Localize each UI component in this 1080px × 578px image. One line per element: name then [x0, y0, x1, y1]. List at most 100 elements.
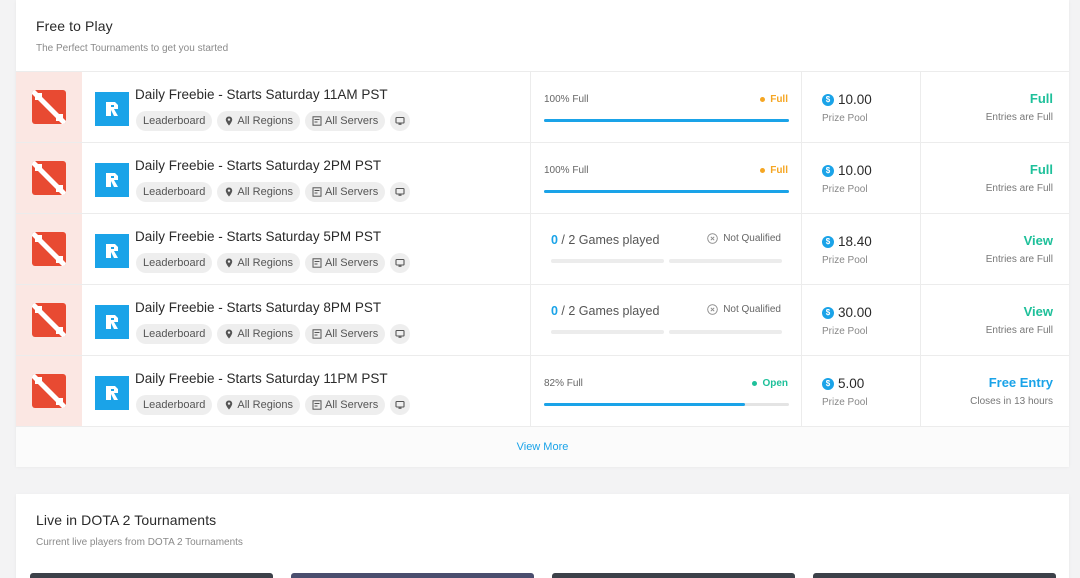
game-progress-segment [551, 259, 664, 263]
tournament-title[interactable]: Daily Freebie - Starts Saturday 8PM PST [135, 300, 382, 315]
regions-tag[interactable]: All Regions [217, 324, 301, 344]
entry-action-button[interactable]: Full [1029, 91, 1053, 106]
leaderboard-tag[interactable]: Leaderboard [136, 324, 213, 344]
servers-tag-label: All Servers [325, 115, 379, 127]
platform-tag[interactable] [390, 395, 411, 415]
platform-tag[interactable] [390, 182, 411, 202]
leaderboard-tag[interactable]: Leaderboard [136, 395, 213, 415]
tournament-title[interactable]: Daily Freebie - Starts Saturday 2PM PST [135, 158, 382, 173]
location-pin-icon [226, 187, 233, 197]
monitor-icon [395, 187, 405, 196]
leaderboard-tag[interactable]: Leaderboard [136, 253, 213, 273]
games-progress-segments [551, 259, 782, 263]
games-played-text: / 2 Games played [557, 304, 660, 318]
fill-progress-bar-fill [544, 190, 789, 193]
prize-amount: 10.00 [838, 163, 872, 178]
entry-action-button[interactable]: View [1023, 233, 1053, 248]
coin-icon: $ [822, 93, 834, 106]
entry-action-button[interactable]: Free Entry [988, 375, 1053, 390]
entry-status-text: Entries are Full [985, 112, 1053, 123]
tournament-title[interactable]: Daily Freebie - Starts Saturday 11PM PST [135, 371, 388, 386]
tournament-tags: Leaderboard All Regions All Servers [136, 395, 411, 415]
platform-tag[interactable] [390, 324, 411, 344]
live-tournaments-card: Live in DOTA 2 Tournaments Current live … [16, 494, 1069, 578]
regions-tag[interactable]: All Regions [217, 182, 301, 202]
live-stream-thumbnail[interactable] [552, 573, 795, 578]
live-stream-thumbnail[interactable] [813, 573, 1056, 578]
live-stream-thumbnail[interactable] [291, 573, 534, 578]
coin-icon: $ [822, 377, 834, 390]
servers-tag[interactable]: All Servers [305, 111, 386, 131]
fill-status: Open [752, 378, 788, 389]
monitor-icon [395, 329, 405, 338]
leaderboard-tag[interactable]: Leaderboard [136, 111, 213, 131]
servers-tag[interactable]: All Servers [305, 395, 386, 415]
organizer-logo-icon [95, 305, 129, 339]
prize-value: $ 10.00 [822, 163, 872, 178]
regions-tag[interactable]: All Regions [217, 111, 301, 131]
live-stream-thumbnail[interactable] [30, 573, 273, 578]
progress-area: 100% Full Full [530, 72, 802, 142]
monitor-icon [395, 400, 405, 409]
server-icon [312, 400, 322, 410]
prize-label: Prize Pool [822, 326, 868, 337]
platform-tag[interactable] [390, 111, 411, 131]
dota2-logo-icon [32, 303, 66, 337]
tournament-row[interactable]: Daily Freebie - Starts Saturday 8PM PST … [16, 285, 1069, 356]
game-cell [16, 72, 82, 142]
progress-area: 82% Full Open [530, 356, 802, 426]
games-played-count: 0 [551, 233, 558, 247]
regions-tag-label: All Regions [237, 115, 294, 127]
entry-status-text: Closes in 13 hours [970, 396, 1053, 407]
game-cell [16, 214, 82, 284]
prize-value: $ 30.00 [822, 305, 872, 320]
prize-amount: 18.40 [838, 234, 872, 249]
regions-tag[interactable]: All Regions [217, 253, 301, 273]
prize-label: Prize Pool [822, 255, 868, 266]
games-progress-segments [551, 330, 782, 334]
tournament-title[interactable]: Daily Freebie - Starts Saturday 5PM PST [135, 229, 382, 244]
organizer-logo-icon [95, 163, 129, 197]
leaderboard-tag[interactable]: Leaderboard [136, 182, 213, 202]
platform-tag[interactable] [390, 253, 411, 273]
fill-progress-bar [544, 119, 789, 122]
tournament-tags: Leaderboard All Regions All Servers [136, 182, 411, 202]
live-thumbnails [30, 573, 1056, 578]
location-pin-icon [226, 258, 233, 268]
servers-tag[interactable]: All Servers [305, 182, 386, 202]
tournament-row[interactable]: Daily Freebie - Starts Saturday 2PM PST … [16, 143, 1069, 214]
leaderboard-tag-label: Leaderboard [143, 328, 206, 340]
tournament-row[interactable]: Daily Freebie - Starts Saturday 11AM PST… [16, 72, 1069, 143]
entry-action-button[interactable]: Full [1029, 162, 1053, 177]
fill-status-label: Open [762, 378, 788, 389]
tournament-tags: Leaderboard All Regions All Servers [136, 324, 411, 344]
tournament-row[interactable]: Daily Freebie - Starts Saturday 11PM PST… [16, 356, 1069, 427]
fill-status: Full [760, 94, 788, 105]
status-dot-icon [760, 97, 766, 102]
dota2-logo-icon [32, 90, 66, 124]
live-section-title: Live in DOTA 2 Tournaments [36, 512, 217, 528]
servers-tag-label: All Servers [325, 257, 379, 269]
regions-tag-label: All Regions [237, 186, 294, 198]
view-more-button[interactable]: View More [16, 427, 1069, 467]
action-cell: View Entries are Full [913, 214, 1053, 284]
servers-tag[interactable]: All Servers [305, 253, 386, 273]
regions-tag[interactable]: All Regions [217, 395, 301, 415]
tournament-row[interactable]: Daily Freebie - Starts Saturday 5PM PST … [16, 214, 1069, 285]
tournament-title[interactable]: Daily Freebie - Starts Saturday 11AM PST [135, 87, 388, 102]
dota2-logo-icon [32, 232, 66, 266]
coin-icon: $ [822, 306, 834, 319]
prize-value: $ 10.00 [822, 92, 872, 107]
dota2-logo-icon [32, 161, 66, 195]
location-pin-icon [226, 329, 233, 339]
fill-percentage-label: 100% Full [544, 94, 589, 105]
free-to-play-card: Free to Play The Perfect Tournaments to … [16, 0, 1069, 467]
leaderboard-tag-label: Leaderboard [143, 399, 206, 411]
section-title: Free to Play [36, 18, 113, 34]
servers-tag[interactable]: All Servers [305, 324, 386, 344]
dota2-logo-icon [32, 374, 66, 408]
regions-tag-label: All Regions [237, 257, 294, 269]
entry-action-button[interactable]: View [1023, 304, 1053, 319]
fill-status: Full [760, 165, 788, 176]
monitor-icon [395, 116, 405, 125]
